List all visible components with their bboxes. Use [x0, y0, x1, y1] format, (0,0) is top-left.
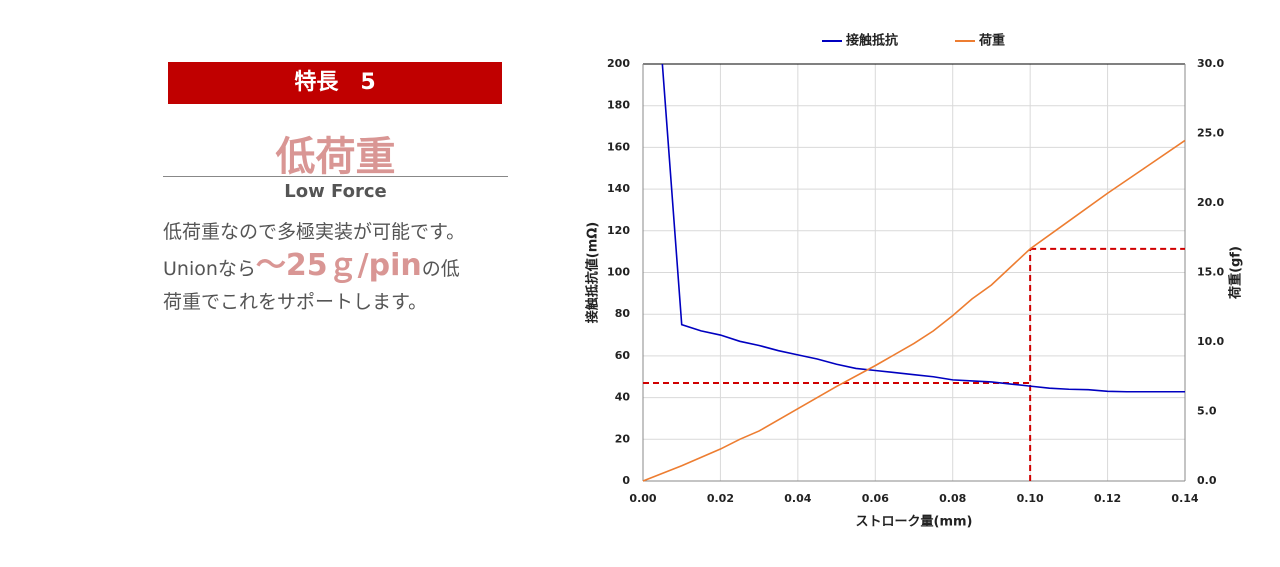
y-axis-title: 接触抵抗値(mΩ) — [585, 222, 601, 323]
y2-tick-label: 10.0 — [1197, 335, 1224, 348]
legend-label: 接触抵抗 — [846, 33, 898, 49]
y-tick-label: 80 — [615, 307, 631, 320]
data-line — [661, 63, 1185, 393]
x-tick-label: 0.14 — [1171, 492, 1198, 505]
divider — [163, 176, 508, 177]
data-line — [642, 139, 1186, 482]
body-line: 低荷重なので多極実装が可能です。 — [163, 221, 466, 243]
x-tick-label: 0.04 — [784, 492, 811, 505]
x-tick-label: 0.02 — [707, 492, 734, 505]
x-tick-label: 0.08 — [939, 492, 966, 505]
y2-tick-label: 15.0 — [1197, 266, 1224, 279]
y-tick-label: 0 — [622, 474, 630, 487]
x-axis-title: ストローク量(mm) — [856, 515, 973, 530]
text: の低 — [421, 258, 460, 280]
y-tick-label: 120 — [607, 224, 630, 237]
y-tick-label: 20 — [615, 432, 631, 445]
x-tick-label: 0.10 — [1017, 492, 1044, 505]
emphasis: ～25ｇ/pin — [255, 248, 422, 283]
y-tick-label: 160 — [607, 140, 630, 153]
text: Unionなら — [163, 258, 256, 280]
y2-tick-label: 30.0 — [1197, 57, 1224, 70]
x-tick-label: 0.06 — [862, 492, 889, 505]
body-line: 荷重でこれをサポートします。 — [163, 291, 428, 313]
y-tick-label: 140 — [607, 182, 630, 195]
body-line: Unionなら～25ｇ/pinの低 — [163, 249, 465, 286]
legend-label: 荷重 — [978, 33, 1005, 49]
y-tick-label: 200 — [607, 57, 630, 70]
y2-axis-title: 荷重(gf) — [1228, 246, 1244, 300]
subtitle: Low Force — [284, 181, 387, 202]
y-tick-label: 180 — [607, 99, 630, 112]
badge: 特長 5 — [168, 62, 502, 104]
y-tick-label: 100 — [607, 266, 630, 279]
feature-title: 低荷重 — [275, 134, 396, 180]
y2-tick-label: 25.0 — [1197, 127, 1224, 140]
x-tick-label: 0.00 — [629, 492, 656, 505]
y2-tick-label: 0.0 — [1197, 474, 1217, 487]
y2-tick-label: 5.0 — [1197, 405, 1217, 418]
y-tick-label: 40 — [615, 391, 631, 404]
x-tick-label: 0.12 — [1094, 492, 1121, 505]
body-text: 低荷重なので多極実装が可能です。 Unionなら～25ｇ/pinの低 荷重でこれ… — [163, 216, 465, 319]
y2-tick-label: 20.0 — [1197, 196, 1224, 209]
y-tick-label: 60 — [615, 349, 631, 362]
